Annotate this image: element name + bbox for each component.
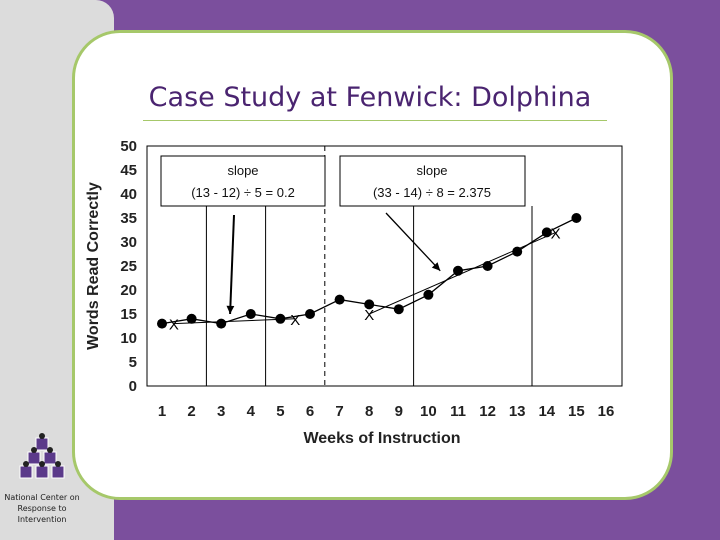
x-tick-label: 1 <box>158 403 166 420</box>
y-tick-label: 15 <box>120 306 137 323</box>
slope-title-1: slope <box>227 163 258 178</box>
x-tick-label: 16 <box>598 403 615 420</box>
trend-line <box>368 231 556 315</box>
data-point <box>186 313 197 324</box>
y-tick-label: 20 <box>120 282 137 299</box>
x-marker: X <box>290 312 300 329</box>
data-point <box>305 309 315 319</box>
x-tick-label: 9 <box>395 403 403 420</box>
organization-name: National Center on Response to Intervent… <box>4 493 80 524</box>
y-tick-label: 30 <box>120 234 137 251</box>
slide-title: Case Study at Fenwick: Dolphina <box>148 82 592 113</box>
annotation-arrow <box>229 214 235 315</box>
annotation-arrow <box>385 212 441 272</box>
slope-box-2 <box>339 155 526 207</box>
logo-cube <box>43 451 57 465</box>
y-tick-labels: 0 5 10 15 20 25 30 35 40 45 50 <box>120 138 137 395</box>
data-point <box>157 318 167 329</box>
y-tick-label: 5 <box>129 354 137 371</box>
y-tick-label: 25 <box>120 258 137 275</box>
logo-cube <box>35 465 49 479</box>
logo-cube <box>35 437 49 451</box>
data-point <box>245 309 256 319</box>
x-markers: X X X X <box>169 225 561 333</box>
slope-annotation-2: slope (33 - 14) ÷ 8 = 2.375 <box>339 155 526 207</box>
x-tick-label: 3 <box>217 403 225 420</box>
y-tick-label: 0 <box>129 378 137 395</box>
logo-cube <box>51 465 65 479</box>
logo-dot <box>31 447 37 453</box>
data-point <box>216 318 227 329</box>
data-point <box>334 294 345 305</box>
logo-dot <box>47 447 53 453</box>
x-tick-label: 10 <box>420 403 437 420</box>
y-axis-label: Words Read Correctly <box>85 182 102 350</box>
annotation-arrowhead <box>431 262 441 271</box>
x-axis-label: Weeks of Instruction <box>303 430 460 447</box>
annotation-arrowhead <box>226 305 235 314</box>
data-point <box>423 289 434 300</box>
data-point <box>393 304 404 315</box>
y-tick-label: 10 <box>120 330 137 347</box>
title-rule <box>143 120 607 121</box>
x-tick-label: 6 <box>306 403 314 420</box>
data-point <box>541 227 552 238</box>
slope-title-2: slope <box>416 163 447 178</box>
x-tick-label: 2 <box>187 403 195 420</box>
data-point <box>512 246 523 257</box>
data-point <box>453 265 463 276</box>
data-points <box>157 213 582 329</box>
x-tick-labels: 1 2 3 4 5 6 7 8 9 10 11 12 13 14 15 16 <box>158 403 615 420</box>
logo-dot <box>23 461 29 467</box>
slope-formula-2: (33 - 14) ÷ 8 = 2.375 <box>373 185 491 200</box>
x-tick-label: 7 <box>335 403 343 420</box>
x-marker: X <box>364 307 374 324</box>
logo-dot <box>39 433 45 439</box>
slope-annotation-1: slope (13 - 12) ÷ 5 = 0.2 <box>160 155 326 207</box>
slope-box-1 <box>160 155 326 207</box>
logo-cube <box>27 451 41 465</box>
x-tick-label: 13 <box>509 403 526 420</box>
y-tick-label: 50 <box>120 138 137 155</box>
x-tick-label: 14 <box>538 403 555 420</box>
logo-dot <box>39 461 45 467</box>
x-tick-label: 8 <box>365 403 373 420</box>
nccrti-logo <box>19 433 65 479</box>
x-tick-label: 11 <box>450 403 466 420</box>
x-marker: X <box>169 317 179 334</box>
slope-formula-1: (13 - 12) ÷ 5 = 0.2 <box>191 185 295 200</box>
data-point <box>275 313 286 324</box>
y-tick-label: 35 <box>120 210 137 227</box>
x-marker: X <box>551 225 561 242</box>
x-tick-label: 12 <box>479 403 496 420</box>
x-tick-label: 15 <box>568 403 585 420</box>
data-point <box>482 261 493 271</box>
annotation-arrows <box>226 212 441 315</box>
x-tick-label: 5 <box>276 403 284 420</box>
logo-dot <box>55 461 61 467</box>
x-tick-label: 4 <box>247 403 256 420</box>
y-tick-label: 40 <box>120 186 137 203</box>
y-tick-label: 45 <box>120 162 137 179</box>
data-point <box>571 213 582 223</box>
logo-cube <box>19 465 33 479</box>
data-point <box>364 299 375 310</box>
